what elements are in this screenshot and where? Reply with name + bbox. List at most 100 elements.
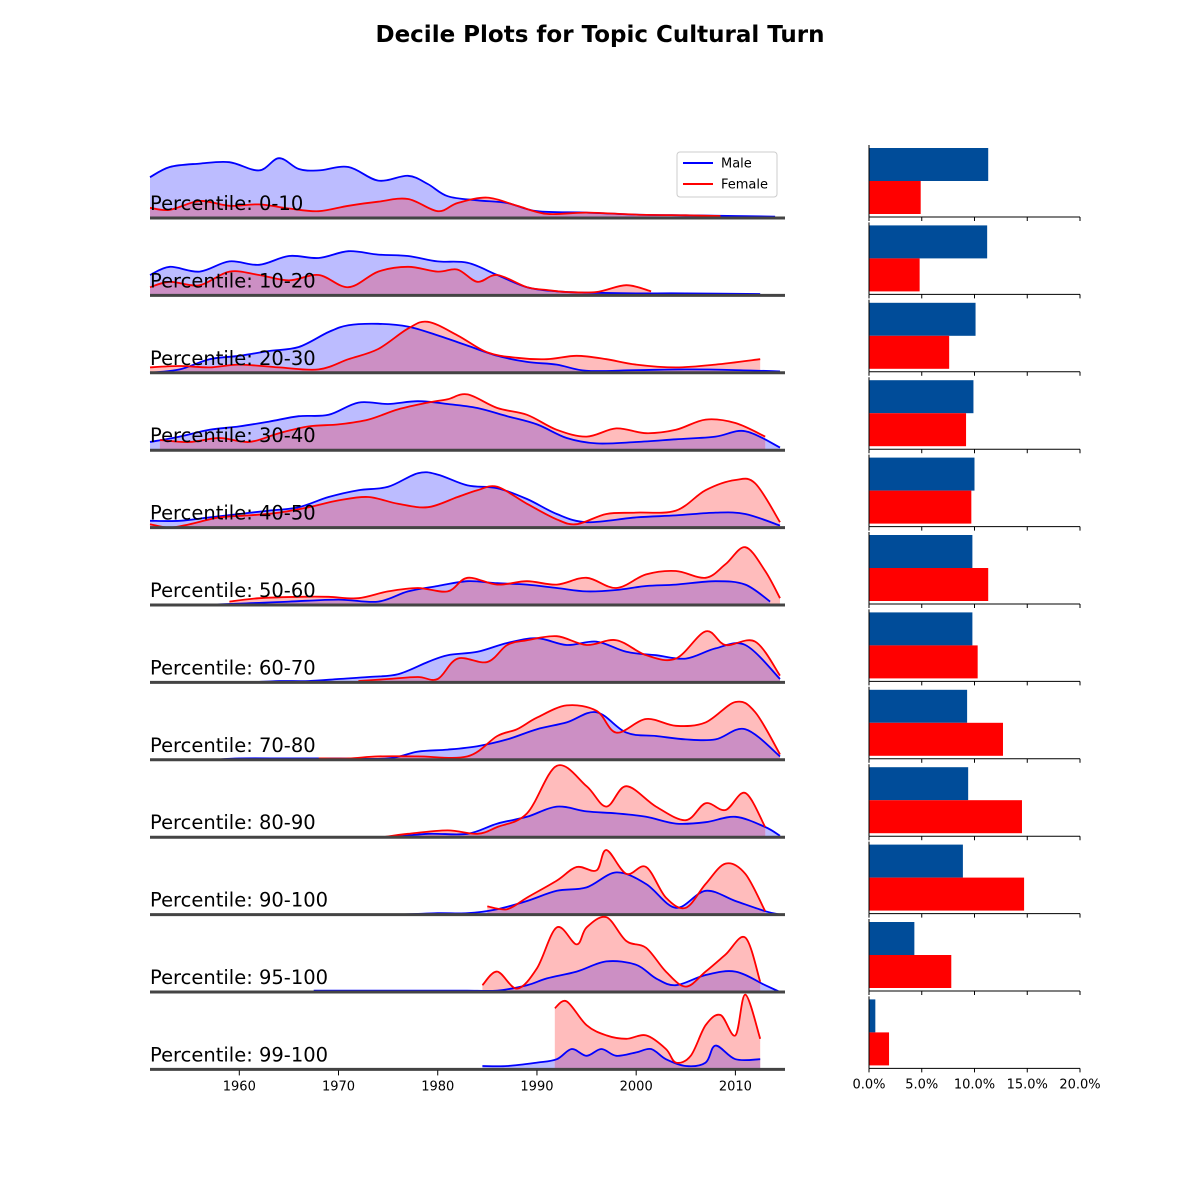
decile-panel: Percentile: 50-60 xyxy=(149,546,785,607)
percentile-label: Percentile: 0-10 xyxy=(150,192,303,215)
bar-group xyxy=(868,609,1081,686)
x-tick-label: 1990 xyxy=(520,1079,553,1094)
male-bar xyxy=(869,612,973,646)
decile-panel: Percentile: 0-10 xyxy=(149,157,785,220)
female-bar xyxy=(869,335,950,369)
overlap-density-area xyxy=(318,711,780,760)
female-density-line xyxy=(149,265,652,294)
bar-tick-label: 15.0% xyxy=(1007,1077,1048,1092)
male-density-line xyxy=(149,400,781,449)
male-bar xyxy=(869,457,975,491)
male-bar xyxy=(869,380,974,414)
x-tick-label: 2010 xyxy=(719,1079,752,1094)
female-bar xyxy=(869,955,952,988)
female-bar xyxy=(869,413,967,447)
x-axis: 1960 1970 1980 1990 2000 2010 xyxy=(223,1070,752,1094)
decile-panel: Percentile: 10-20 xyxy=(149,250,785,297)
bar-group xyxy=(868,996,1081,1073)
decile-panel: Percentile: 99-100 xyxy=(150,993,785,1071)
female-density-line xyxy=(383,764,766,839)
male-bar xyxy=(869,767,969,801)
x-tick-label: 2000 xyxy=(620,1079,653,1094)
bar-tick-label: 0.0% xyxy=(852,1077,885,1092)
decile-panel: Percentile: 30-40 xyxy=(149,393,785,452)
male-density-line xyxy=(353,805,781,839)
male-density-line xyxy=(249,637,781,684)
bar-tick-label: 20.0% xyxy=(1059,1077,1100,1092)
x-tick-label: 1970 xyxy=(322,1079,355,1094)
bar-group xyxy=(868,299,1081,376)
percentile-label: Percentile: 40-50 xyxy=(150,502,316,525)
bar-group xyxy=(868,764,1081,841)
decile-panel: Percentile: 70-80 xyxy=(150,700,785,762)
percentile-label: Percentile: 50-60 xyxy=(150,579,316,602)
female-density-line xyxy=(229,546,781,603)
female-density-line xyxy=(554,993,762,1064)
bar-group xyxy=(868,377,1081,454)
decile-panel: Percentile: 80-90 xyxy=(150,764,785,839)
male-bar xyxy=(869,689,968,723)
female-bar xyxy=(869,258,920,292)
bar-group xyxy=(868,145,1081,221)
legend: Male Female xyxy=(676,151,778,198)
decile-panel: Percentile: 40-50 xyxy=(149,471,785,530)
x-tick-label: 1960 xyxy=(223,1079,256,1094)
percentile-label: Percentile: 80-90 xyxy=(150,811,316,834)
male-density-line xyxy=(149,322,781,374)
percentile-label: Percentile: 20-30 xyxy=(150,347,316,370)
percentile-label: Percentile: 60-70 xyxy=(150,656,316,679)
decile-panel: Percentile: 95-100 xyxy=(150,915,785,994)
male-density-line xyxy=(482,1044,761,1068)
percentile-label: Percentile: 90-100 xyxy=(150,889,328,912)
male-bar xyxy=(869,225,988,259)
female-bar xyxy=(869,645,978,679)
decile-panel: Percentile: 90-100 xyxy=(150,849,785,917)
percentile-label: Percentile: 10-20 xyxy=(150,269,316,292)
bar-group xyxy=(868,532,1081,608)
legend-female-label: Female xyxy=(721,178,768,193)
percentile-label: Percentile: 99-100 xyxy=(150,1043,328,1066)
female-density-area xyxy=(383,765,766,838)
female-density-line xyxy=(318,700,781,760)
x-tick-label: 1980 xyxy=(421,1079,454,1094)
chart-title: Decile Plots for Topic Cultural Turn xyxy=(375,22,824,48)
density-panels: Percentile: 0-10 Percentile: 10-20 Percent… xyxy=(149,157,785,1071)
bar-tick-label: 5.0% xyxy=(905,1077,938,1092)
overlap-density-area xyxy=(150,266,652,296)
overlap-density-area xyxy=(358,638,780,683)
female-bar xyxy=(869,877,1025,911)
male-density-line xyxy=(149,471,781,527)
bar-group xyxy=(868,841,1081,918)
female-bar xyxy=(869,722,1003,756)
decile-panel: Percentile: 60-70 xyxy=(150,630,785,684)
female-density-line xyxy=(149,196,721,217)
bar-group xyxy=(868,222,1081,299)
female-density-line xyxy=(358,630,781,682)
bar-tick-label: 10.0% xyxy=(954,1077,995,1092)
bar-group xyxy=(868,686,1081,763)
female-density-line xyxy=(149,320,761,371)
female-bar xyxy=(869,800,1022,834)
bar-group xyxy=(868,919,1081,995)
male-bar xyxy=(869,922,915,955)
overlap-density-area xyxy=(229,581,771,605)
bar-group xyxy=(868,454,1081,531)
male-bar xyxy=(869,844,963,878)
female-bar xyxy=(869,181,921,214)
female-bar xyxy=(869,1032,890,1066)
percentile-label: Percentile: 30-40 xyxy=(150,424,316,447)
male-bar xyxy=(869,302,976,336)
percentile-label: Percentile: 70-80 xyxy=(150,734,316,757)
percentile-label: Percentile: 95-100 xyxy=(150,966,328,989)
female-bar xyxy=(869,490,972,524)
decile-panel: Percentile: 20-30 xyxy=(149,320,785,375)
bar-axis: 0.0% 5.0% 10.0% 15.0% 20.0% xyxy=(852,1077,1100,1092)
female-density-line xyxy=(149,477,781,529)
male-bar xyxy=(869,148,989,181)
female-bar xyxy=(869,568,989,601)
male-density-line xyxy=(149,580,771,606)
female-density-line xyxy=(159,393,766,443)
bar-panels xyxy=(868,145,1081,1073)
male-density-area xyxy=(150,158,776,218)
